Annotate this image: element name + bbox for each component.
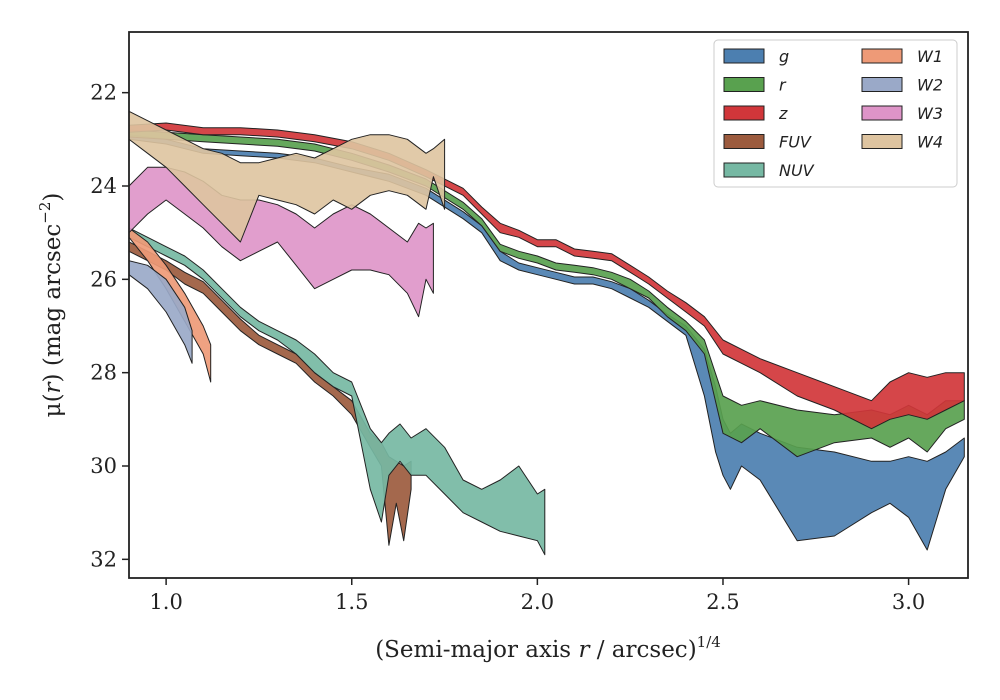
legend-label-nuv: NUV — [779, 161, 815, 180]
legend-label-w4: W4 — [917, 133, 943, 152]
legend-label-z: z — [778, 104, 788, 123]
band-layer — [129, 110, 965, 556]
x-axis-ticks: 1.0 1.5 2.0 2.5 3.0 — [149, 578, 925, 614]
legend-swatch-r — [723, 77, 765, 92]
legend-label-w1: W1 — [917, 47, 943, 66]
legend-box — [713, 39, 958, 188]
legend-swatch-w3 — [861, 105, 903, 121]
y-tick-label: 26 — [90, 267, 117, 291]
y-axis-ticks: 22 24 26 28 30 32 — [90, 81, 129, 571]
x-tick-label: 2.0 — [521, 590, 554, 614]
x-tick-label: 1.0 — [149, 590, 182, 614]
legend-swatch-fuv — [723, 134, 765, 149]
legend-swatch-g — [723, 48, 765, 64]
legend-label-fuv: FUV — [779, 133, 812, 152]
legend-label-w2: W2 — [917, 76, 943, 95]
band-z — [129, 122, 965, 430]
band-fuv — [129, 241, 412, 546]
legend-label-r: r — [779, 76, 787, 95]
legend-swatch-w2 — [861, 77, 903, 92]
band-w1 — [129, 227, 212, 383]
y-tick-label: 22 — [90, 81, 117, 105]
legend-swatch-z — [723, 105, 765, 121]
band-g — [129, 134, 965, 551]
legend: grz FUV NUV W1 W2 W3 W4 — [713, 39, 958, 188]
x-tick-label: 2.5 — [706, 590, 739, 614]
band-w2 — [129, 260, 193, 364]
y-tick-label: 24 — [90, 174, 117, 198]
legend-label-w3: W3 — [917, 104, 943, 123]
legend-swatch-nuv — [723, 162, 765, 178]
x-tick-label: 3.0 — [892, 590, 925, 614]
plot-frame — [128, 31, 969, 579]
legend-swatch-w4 — [861, 134, 903, 149]
band-nuv — [129, 227, 546, 556]
y-tick-label: 30 — [90, 454, 117, 478]
legend-label-g: g — [779, 47, 789, 66]
band-w4 — [129, 110, 446, 243]
y-axis-label: μ(r) (mag arcsec−2) — [36, 193, 66, 418]
y-tick-label: 28 — [90, 361, 117, 385]
x-axis-label: (Semi-major axis r / arcsec)1/4 — [375, 633, 721, 663]
y-tick-label: 32 — [90, 547, 117, 571]
x-tick-label: 1.5 — [335, 590, 368, 614]
legend-swatch-w1 — [861, 48, 903, 64]
